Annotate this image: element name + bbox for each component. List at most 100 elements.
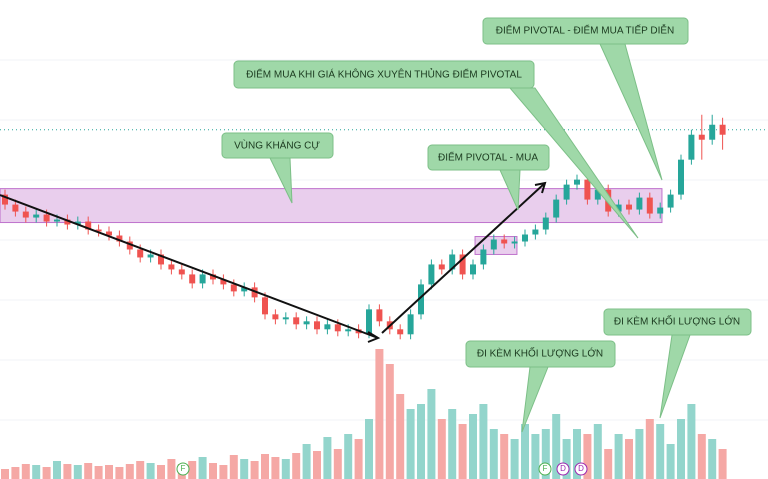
candle-body bbox=[210, 274, 216, 280]
volume-bar bbox=[656, 424, 665, 479]
volume-bar bbox=[500, 434, 509, 479]
candle-body bbox=[282, 317, 289, 320]
badge: F bbox=[181, 464, 186, 473]
volume-bar bbox=[645, 419, 654, 479]
volume-bar bbox=[344, 434, 353, 479]
volume-bar bbox=[281, 459, 290, 479]
callouts: ĐIỂM PIVOTAL - ĐIỂM MUA TIẾP DIỄN ĐIỂM M… bbox=[221, 17, 752, 433]
candle-body bbox=[480, 249, 487, 265]
volume-bar bbox=[188, 461, 197, 479]
volume-bar bbox=[261, 454, 269, 479]
volume-bar bbox=[521, 424, 529, 479]
candle-body bbox=[667, 194, 674, 208]
candle-body bbox=[428, 264, 435, 285]
volume-bar bbox=[708, 439, 717, 479]
volume-bar bbox=[375, 349, 384, 479]
volume-bar bbox=[510, 439, 519, 479]
candle-body bbox=[314, 321, 320, 330]
candle-body bbox=[345, 329, 352, 332]
volume-bar bbox=[458, 424, 467, 479]
candle-body bbox=[397, 329, 404, 335]
candle-body bbox=[137, 249, 144, 258]
resistance-zone bbox=[0, 188, 663, 224]
volume-bar bbox=[417, 404, 425, 479]
candle-body bbox=[12, 204, 19, 212]
candle-body bbox=[126, 241, 133, 250]
volume-bar bbox=[21, 464, 30, 479]
volume-bar bbox=[479, 404, 488, 479]
volume-bar bbox=[365, 419, 373, 479]
candle-body bbox=[646, 197, 653, 214]
volume-bar bbox=[396, 394, 405, 479]
volume-bar bbox=[136, 461, 145, 479]
volume-bar bbox=[697, 434, 706, 479]
volume-bar bbox=[531, 434, 540, 479]
candle-body bbox=[532, 229, 539, 235]
candle-body bbox=[615, 204, 622, 212]
candle-body bbox=[241, 287, 248, 292]
candle-body bbox=[438, 264, 445, 270]
volume-bar bbox=[63, 464, 72, 479]
candle-body bbox=[719, 124, 726, 135]
candle-body bbox=[43, 214, 50, 222]
volume-bar bbox=[167, 459, 176, 479]
volume-bar bbox=[292, 453, 301, 479]
candle-body bbox=[657, 207, 664, 214]
volume-bar bbox=[250, 461, 259, 479]
volume-bar bbox=[604, 449, 613, 479]
candle-body bbox=[158, 254, 164, 265]
volume-bar bbox=[11, 467, 20, 479]
candle-body bbox=[22, 211, 29, 218]
volume-bar bbox=[541, 429, 550, 479]
volume-bar bbox=[240, 459, 249, 479]
grid bbox=[0, 59, 768, 421]
candle-body bbox=[272, 314, 279, 320]
candle-body bbox=[407, 314, 414, 335]
candle-body bbox=[74, 221, 81, 225]
candle-body bbox=[553, 199, 560, 218]
candle-body bbox=[688, 134, 695, 160]
candle-body bbox=[511, 241, 518, 244]
annotation: ĐIỂM MUA KHI GIÁ KHÔNG XUYÊN THỦNG ĐIỂM … bbox=[246, 68, 522, 81]
candle-body bbox=[2, 194, 8, 205]
volume-bar bbox=[115, 467, 124, 479]
candle-body bbox=[709, 124, 716, 140]
volume-bar bbox=[489, 429, 498, 479]
candle-body bbox=[626, 204, 632, 210]
volume-bar bbox=[84, 463, 93, 479]
candle-body bbox=[54, 219, 60, 222]
volume-bar bbox=[73, 465, 82, 479]
badge: F bbox=[543, 464, 548, 473]
candle-body bbox=[418, 284, 424, 315]
candle-body bbox=[189, 274, 196, 284]
candle-body bbox=[366, 309, 372, 334]
candle-body bbox=[230, 284, 237, 292]
candle-body bbox=[106, 231, 112, 236]
volume-bar bbox=[42, 467, 51, 479]
candle-body bbox=[501, 239, 508, 244]
candle-body bbox=[178, 269, 185, 275]
candle-body bbox=[449, 254, 456, 270]
candle-body bbox=[698, 134, 705, 140]
volume-bar bbox=[125, 464, 134, 479]
volume-bar bbox=[687, 404, 696, 479]
volume-bar bbox=[614, 434, 623, 479]
volume-bar bbox=[198, 457, 207, 479]
candle-body bbox=[594, 189, 601, 200]
badge: D bbox=[578, 464, 584, 473]
volume-bar bbox=[552, 414, 561, 479]
volume-bar bbox=[583, 434, 592, 479]
volume-bar bbox=[209, 463, 217, 479]
candle-body bbox=[85, 221, 92, 230]
volume-bar bbox=[385, 364, 394, 479]
candle-body bbox=[64, 219, 71, 225]
volume-bar bbox=[437, 419, 446, 479]
candle-body bbox=[459, 254, 466, 275]
candle-body bbox=[490, 239, 497, 250]
volume-bar bbox=[354, 439, 363, 479]
volume-bar bbox=[448, 409, 457, 479]
candle-body bbox=[470, 264, 476, 275]
volume-bar bbox=[105, 465, 113, 479]
candle-body bbox=[334, 324, 341, 332]
candle-body bbox=[220, 279, 227, 285]
